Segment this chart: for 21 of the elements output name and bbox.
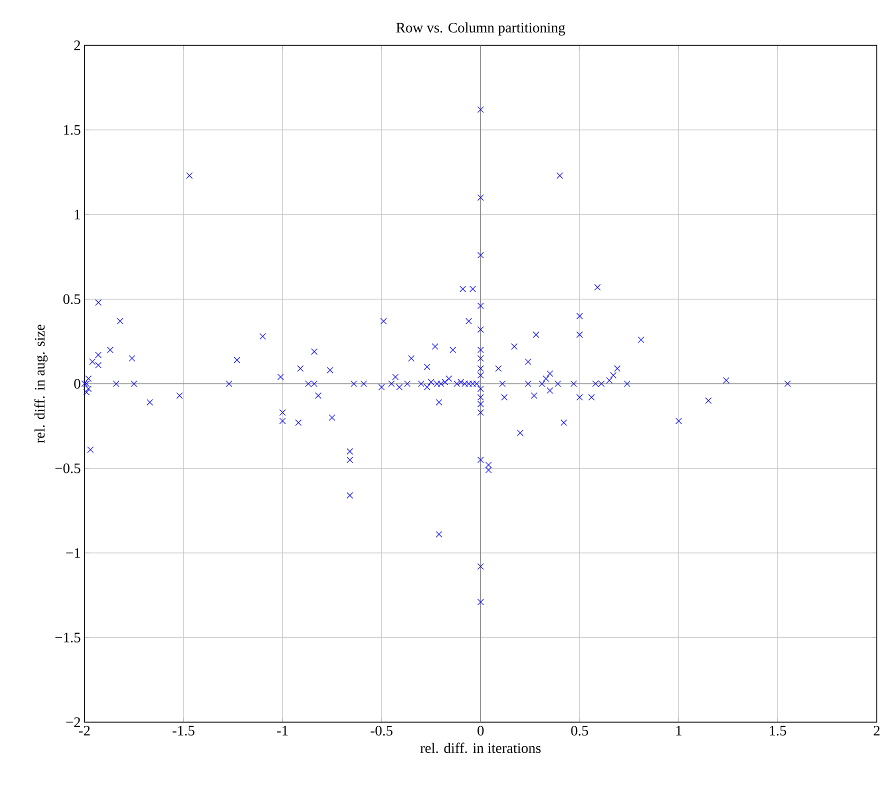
x-tick-label: -1 [277,726,288,736]
y-tick-label: −1.5 [55,632,80,642]
x-tick-label: 0.5 [571,726,588,736]
x-tick-label: 1 [676,726,682,736]
x-tick-label: 0 [478,726,484,736]
x-tick-label: 1.5 [770,726,786,736]
y-axis-title: rel. diff. in aug. size [34,324,48,443]
y-tick-label: −1 [66,548,80,558]
y-tick-label: 0 [74,378,80,388]
x-tick-label: -0.5 [370,726,392,736]
y-tick-label: 0.5 [63,294,80,304]
x-axis-title: rel. diff. in iterations [420,742,541,753]
y-tick-label: −0.5 [55,463,80,474]
y-tick-label: 1.5 [64,124,80,135]
x-tick-label: 2 [874,726,880,736]
y-tick-label: 1 [74,210,80,220]
chart-title: Row vs. Column partitioning [396,22,566,36]
y-tick-label: 2 [74,40,80,50]
y-tick-label: −2 [66,717,80,727]
x-tick-label: -2 [79,726,90,736]
x-tick-label: -1.5 [172,726,194,736]
